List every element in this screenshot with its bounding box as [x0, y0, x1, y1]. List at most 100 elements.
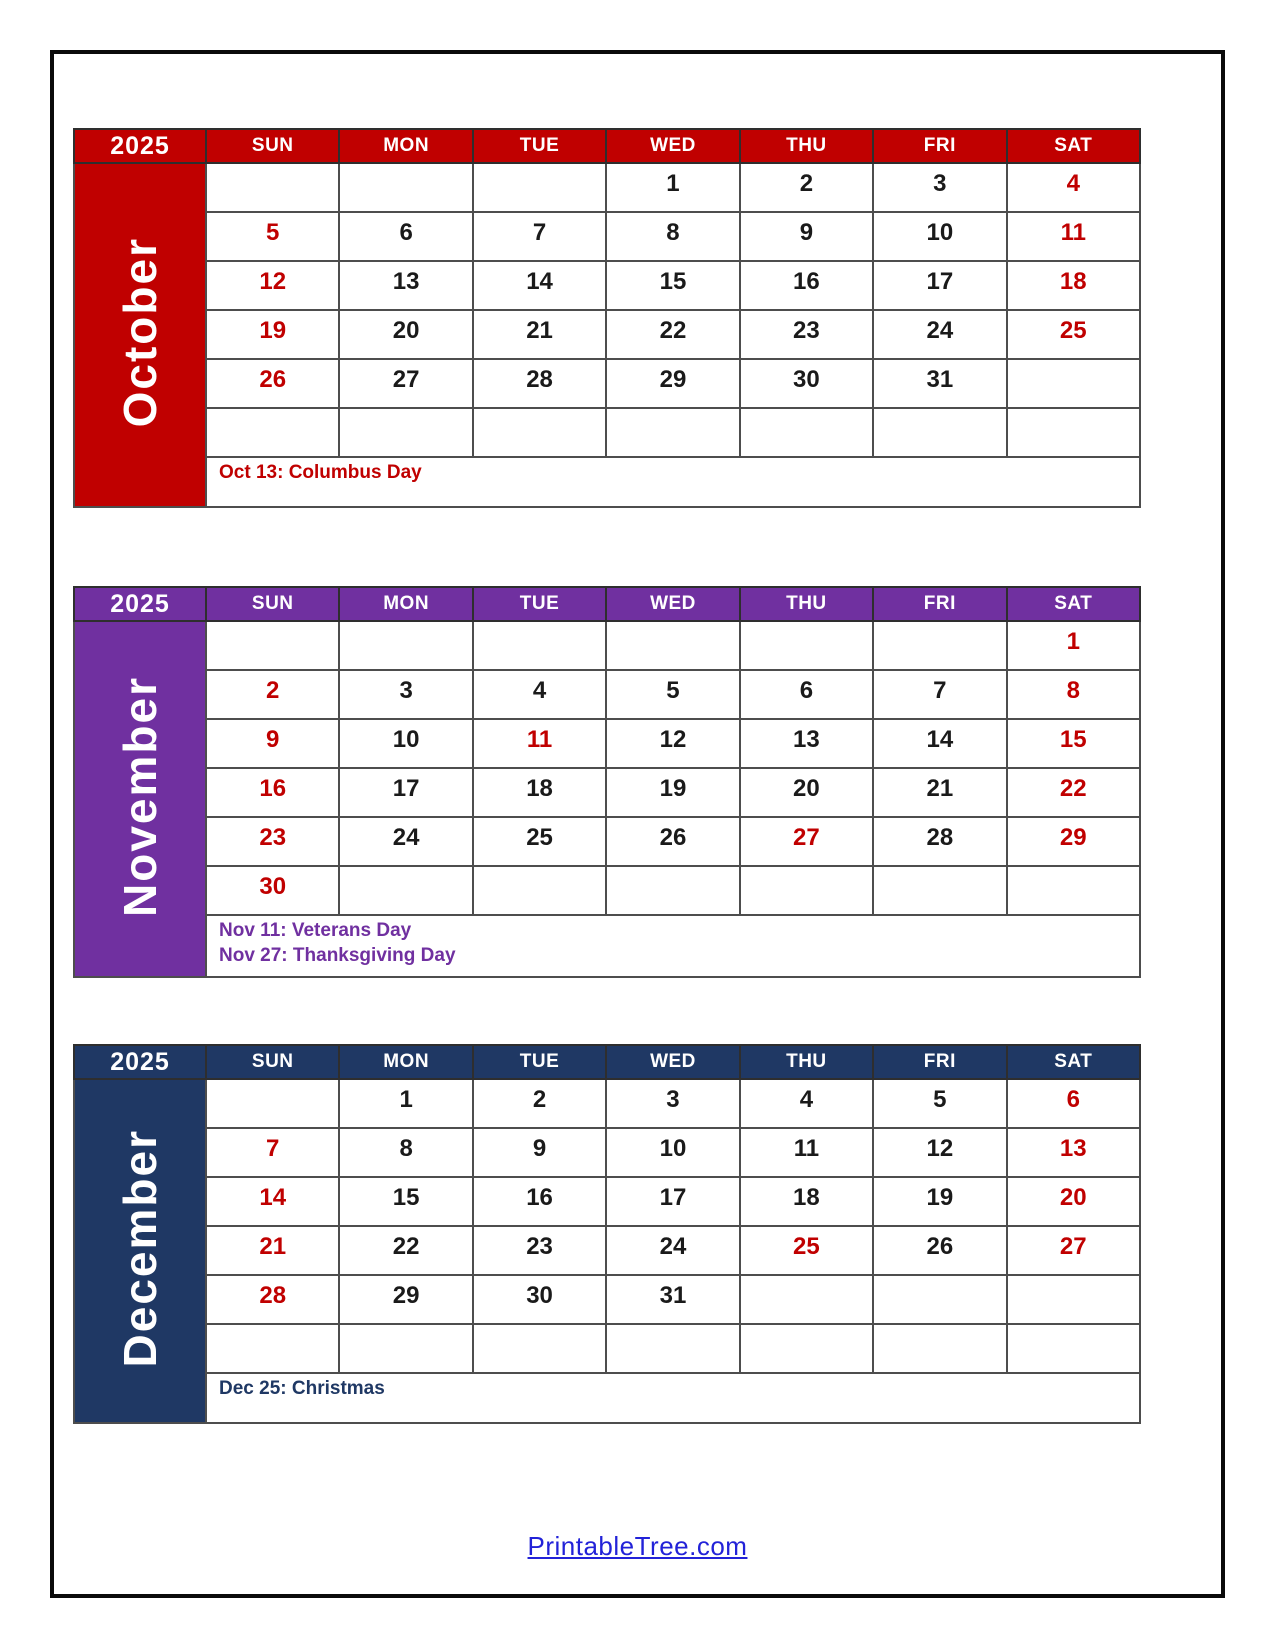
week-row: November 1 — [73, 620, 1142, 978]
footer-link[interactable]: PrintableTree.com — [527, 1531, 748, 1561]
calendar-table-november: 2025 SUN MON TUE WED THU FRI SAT November 1 2 3 4 5 6 7… — [73, 586, 1142, 978]
date-cell-26: 26 — [204, 358, 341, 409]
date-cell-15: 15 — [605, 260, 741, 311]
date-cell-empty — [471, 162, 608, 213]
date-cell-6: 6 — [1005, 1078, 1142, 1129]
week-row: 9 10 11 12 13 14 15 — [74, 718, 1142, 769]
date-cell-empty — [738, 620, 875, 671]
date-cell-20: 20 — [338, 309, 474, 360]
day-header-wed: WED — [605, 586, 741, 622]
week-row: 23 24 25 26 27 28 29 — [74, 816, 1142, 867]
day-header-fri: FRI — [872, 586, 1008, 622]
date-cell-9: 9 — [738, 211, 875, 262]
date-cell-22: 22 — [338, 1225, 474, 1276]
date-cell-30: 30 — [204, 865, 341, 916]
date-cell-1: 1 — [605, 162, 741, 213]
date-cell-16: 16 — [471, 1176, 608, 1227]
holiday-note: Nov 27: Thanksgiving Day — [219, 944, 456, 966]
day-header-wed: WED — [605, 128, 741, 164]
date-cell-empty — [338, 620, 474, 671]
calendar-table-december: 2025 SUN MON TUE WED THU FRI SAT December 1 2 3 4 5 6 7… — [73, 1044, 1142, 1424]
date-cell-4: 4 — [1005, 162, 1142, 213]
date-cell-21: 21 — [872, 767, 1008, 818]
week-row: October 1 2 3 4 — [73, 162, 1142, 508]
calendar-table-october: 2025 SUN MON TUE WED THU FRI SAT October 1 2 3 4 5 6 7 8… — [73, 128, 1142, 508]
holiday-notes: Dec 25: Christmas — [205, 1372, 1141, 1424]
week-row — [74, 1323, 1142, 1374]
date-cell-29: 29 — [605, 358, 741, 409]
week-row: 28 29 30 31 — [74, 1274, 1142, 1325]
date-cell-empty — [471, 620, 608, 671]
months-container: 2025 SUN MON TUE WED THU FRI SAT October 1 2 3 4 5 6 7 8… — [73, 128, 1142, 1424]
date-cell-10: 10 — [338, 718, 474, 769]
date-cell-14: 14 — [872, 718, 1008, 769]
day-header-sat: SAT — [1005, 128, 1142, 164]
date-cell-27: 27 — [1005, 1225, 1142, 1276]
date-cell-25: 25 — [738, 1225, 875, 1276]
date-cell-20: 20 — [738, 767, 875, 818]
day-header-sat: SAT — [1005, 586, 1142, 622]
date-cell-25: 25 — [471, 816, 608, 867]
holiday-note: Dec 25: Christmas — [219, 1378, 385, 1399]
date-cell-1: 1 — [1005, 620, 1142, 671]
holiday-notes: Nov 11: Veterans Day Nov 27: Thanksgiving… — [205, 914, 1141, 978]
date-cell-8: 8 — [605, 211, 741, 262]
date-cell-17: 17 — [872, 260, 1008, 311]
date-cell-8: 8 — [1005, 669, 1142, 720]
date-cell-24: 24 — [872, 309, 1008, 360]
date-cell-19: 19 — [605, 767, 741, 818]
date-cell-10: 10 — [872, 211, 1008, 262]
date-cell-23: 23 — [738, 309, 875, 360]
date-cell-empty — [204, 162, 341, 213]
day-header-mon: MON — [338, 128, 474, 164]
month-name: October — [114, 237, 166, 428]
date-cell-30: 30 — [738, 358, 875, 409]
year-label: 2025 — [73, 128, 207, 164]
date-cell-3: 3 — [605, 1078, 741, 1129]
date-cell-empty — [471, 1323, 608, 1374]
date-cell-24: 24 — [338, 816, 474, 867]
date-cell-26: 26 — [605, 816, 741, 867]
day-header-sun: SUN — [204, 586, 341, 622]
date-cell-18: 18 — [1005, 260, 1142, 311]
date-cell-empty — [204, 407, 341, 458]
page-border-frame: 2025 SUN MON TUE WED THU FRI SAT October 1 2 3 4 5 6 7 8… — [50, 50, 1225, 1598]
date-cell-2: 2 — [471, 1078, 608, 1129]
date-cell-7: 7 — [872, 669, 1008, 720]
date-cell-empty — [605, 865, 741, 916]
day-header-fri: FRI — [872, 1044, 1008, 1080]
day-header-thu: THU — [738, 128, 875, 164]
date-cell-empty — [738, 865, 875, 916]
date-cell-empty — [471, 865, 608, 916]
date-cell-28: 28 — [204, 1274, 341, 1325]
week-row: 7 8 9 10 11 12 13 — [74, 1127, 1142, 1178]
date-cell-8: 8 — [338, 1127, 474, 1178]
week-row: 19 20 21 22 23 24 25 — [74, 309, 1142, 360]
date-cell-9: 9 — [471, 1127, 608, 1178]
week-row: 26 27 28 29 30 31 — [74, 358, 1142, 409]
date-cell-11: 11 — [738, 1127, 875, 1178]
month-name: December — [114, 1129, 166, 1368]
date-cell-empty — [872, 865, 1008, 916]
year-label: 2025 — [73, 1044, 207, 1080]
holiday-notes: Oct 13: Columbus Day — [205, 456, 1141, 508]
date-cell-6: 6 — [738, 669, 875, 720]
date-cell-13: 13 — [1005, 1127, 1142, 1178]
date-cell-15: 15 — [338, 1176, 474, 1227]
date-cell-empty — [872, 1323, 1008, 1374]
date-cell-5: 5 — [872, 1078, 1008, 1129]
day-header-tue: TUE — [471, 586, 608, 622]
date-cell-16: 16 — [204, 767, 341, 818]
holiday-note: Nov 11: Veterans Day — [219, 920, 412, 941]
date-cell-19: 19 — [872, 1176, 1008, 1227]
date-cell-19: 19 — [204, 309, 341, 360]
week-row — [74, 407, 1142, 458]
date-cell-empty — [204, 1078, 341, 1129]
date-cell-27: 27 — [338, 358, 474, 409]
date-cell-empty — [1005, 1274, 1142, 1325]
month-name: November — [114, 676, 166, 917]
date-cell-empty — [1005, 358, 1142, 409]
date-cell-empty — [338, 1323, 474, 1374]
week-row: 12 13 14 15 16 17 18 — [74, 260, 1142, 311]
